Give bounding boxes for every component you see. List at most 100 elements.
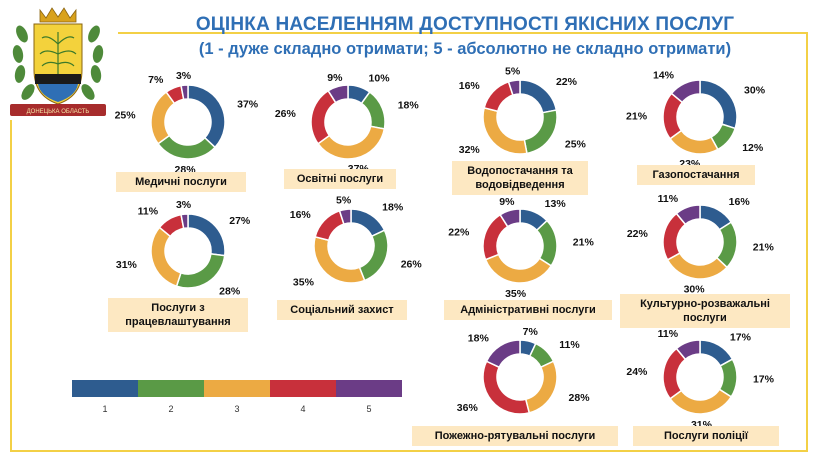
- data-label-4: 22%: [448, 226, 470, 238]
- emblem-ribbon-text: ДОНЕЦЬКА ОБЛАСТЬ: [27, 109, 90, 115]
- data-label-4: 22%: [627, 228, 649, 240]
- donut-slice-1: [187, 84, 226, 149]
- data-label-1: 7%: [523, 326, 539, 338]
- chart-title-cultural: Культурно-розважальні послуги: [620, 294, 790, 328]
- donut-slice-2: [358, 229, 389, 282]
- data-label-1: 30%: [744, 84, 766, 96]
- data-label-5: 3%: [176, 70, 192, 82]
- donut-slice-5: [670, 79, 701, 104]
- page-subtitle: (1 - дуже складно отримати; 5 - абсолютн…: [198, 40, 732, 58]
- chart-title-education: Освітні послуги: [284, 169, 396, 189]
- legend-label-3: 3: [234, 404, 240, 414]
- data-label-3: 28%: [569, 392, 591, 404]
- data-label-1: 37%: [237, 98, 259, 110]
- data-label-3: 35%: [505, 288, 527, 300]
- data-label-1: 13%: [545, 198, 567, 210]
- data-label-4: 16%: [290, 209, 312, 221]
- donut-chart-fire-rescue: 7% 11% 28% 36% 18%: [457, 326, 590, 415]
- donut-slice-5: [499, 208, 521, 228]
- chart-title-medical: Медичні послуги: [116, 172, 246, 192]
- donut-slice-3: [524, 360, 558, 414]
- regional-emblem-logo: ДОНЕЦЬКА ОБЛАСТЬ: [10, 7, 106, 116]
- legend-swatch-2: [138, 380, 204, 397]
- data-label-5: 18%: [468, 332, 490, 344]
- donut-chart-police: 17%17%31%24%11%: [626, 328, 774, 431]
- donut-chart-gas: 30%12%23%21%14%: [626, 69, 766, 169]
- donut-slice-3: [317, 125, 386, 160]
- donut-slice-2: [360, 91, 386, 130]
- donut-slice-2: [523, 109, 558, 155]
- data-label-1: 10%: [369, 72, 391, 84]
- page-title: ОЦІНКА НАСЕЛЕННЯМ ДОСТУПНОСТІ ЯКІСНИХ ПО…: [195, 14, 735, 35]
- donut-slice-1: [519, 79, 558, 114]
- legend-swatch-1: [72, 380, 138, 397]
- legend-label-4: 4: [300, 404, 306, 414]
- donut-slice-4: [482, 360, 531, 415]
- donut-chart-medical: 37%28%25%7% 3%: [115, 70, 259, 176]
- donut-chart-water: 22% 25% 32% 16% 5%: [459, 66, 587, 157]
- data-label-1: 27%: [229, 215, 251, 227]
- donut-chart-employment: 27% 28% 31% 11% 3%: [116, 199, 251, 298]
- data-label-5: 9%: [499, 196, 515, 208]
- donut-slice-3: [150, 226, 182, 288]
- donut-slice-5: [485, 339, 521, 369]
- donut-slice-5: [180, 213, 189, 230]
- donut-slice-5: [327, 84, 349, 104]
- data-label-5: 14%: [653, 69, 675, 81]
- data-label-2: 28%: [219, 286, 241, 298]
- chart-title-gas: Газопостачання: [637, 165, 755, 185]
- data-label-2: 18%: [398, 100, 420, 112]
- data-label-4: 26%: [275, 108, 297, 120]
- data-label-2: 21%: [753, 241, 775, 253]
- frame-line-bottom: [10, 450, 808, 452]
- donut-slice-1: [187, 213, 226, 257]
- data-label-3: 31%: [116, 259, 138, 271]
- donut-slice-5: [675, 204, 701, 226]
- chart-title-employment: Послуги з працевлаштування: [108, 298, 248, 332]
- legend-swatch-3: [204, 380, 270, 397]
- chart-title-police: Послуги поліції: [633, 426, 779, 446]
- data-label-3: 32%: [459, 144, 481, 156]
- donut-chart-cultural: 16% 21% 30% 22% 11%: [627, 193, 775, 296]
- data-label-3: 25%: [115, 110, 137, 122]
- data-label-3: 35%: [293, 276, 315, 288]
- data-label-4: 16%: [459, 80, 481, 92]
- data-label-2: 26%: [401, 258, 423, 270]
- data-label-5: 9%: [327, 72, 343, 84]
- data-label-5: 11%: [658, 193, 679, 205]
- chart-title-administrative: Адміністративні послуги: [444, 300, 612, 320]
- data-label-2: 21%: [573, 237, 595, 249]
- data-label-4: 21%: [626, 111, 648, 123]
- data-label-2: 25%: [565, 138, 587, 150]
- legend-swatch-5: [336, 380, 402, 397]
- donut-slice-3: [313, 235, 366, 284]
- data-label-2: 12%: [742, 142, 764, 154]
- data-label-1: 17%: [730, 332, 752, 344]
- donut-slice-3: [669, 388, 733, 415]
- data-label-1: 18%: [382, 201, 404, 213]
- data-label-4: 24%: [626, 366, 648, 378]
- data-label-2: 17%: [753, 373, 775, 385]
- donut-slice-2: [175, 253, 226, 289]
- donut-chart-social: 18% 26% 35% 16% 5%: [290, 195, 423, 289]
- legend-label-5: 5: [366, 404, 372, 414]
- donut-slice-3: [482, 106, 528, 155]
- data-label-5: 3%: [176, 199, 192, 211]
- donut-slice-3: [484, 253, 553, 284]
- donut-slice-4: [310, 89, 337, 145]
- donut-slice-5: [675, 339, 701, 361]
- frame-line-right: [806, 32, 808, 452]
- data-label-1: 16%: [729, 196, 751, 208]
- donut-chart-administrative: 13% 21% 35% 22% 9%: [448, 196, 594, 300]
- donut-slice-5: [338, 208, 352, 226]
- frame-line-left: [10, 120, 12, 452]
- data-label-5: 5%: [336, 195, 352, 207]
- donut-slice-4: [314, 209, 345, 242]
- data-label-3: 30%: [684, 284, 706, 296]
- legend-label-1: 1: [102, 404, 108, 414]
- data-label-4: 11%: [138, 206, 159, 218]
- chart-title-social: Соціальний захист: [277, 300, 407, 320]
- donut-slice-1: [699, 79, 738, 130]
- donut-slice-4: [483, 80, 514, 113]
- data-label-5: 11%: [658, 328, 679, 340]
